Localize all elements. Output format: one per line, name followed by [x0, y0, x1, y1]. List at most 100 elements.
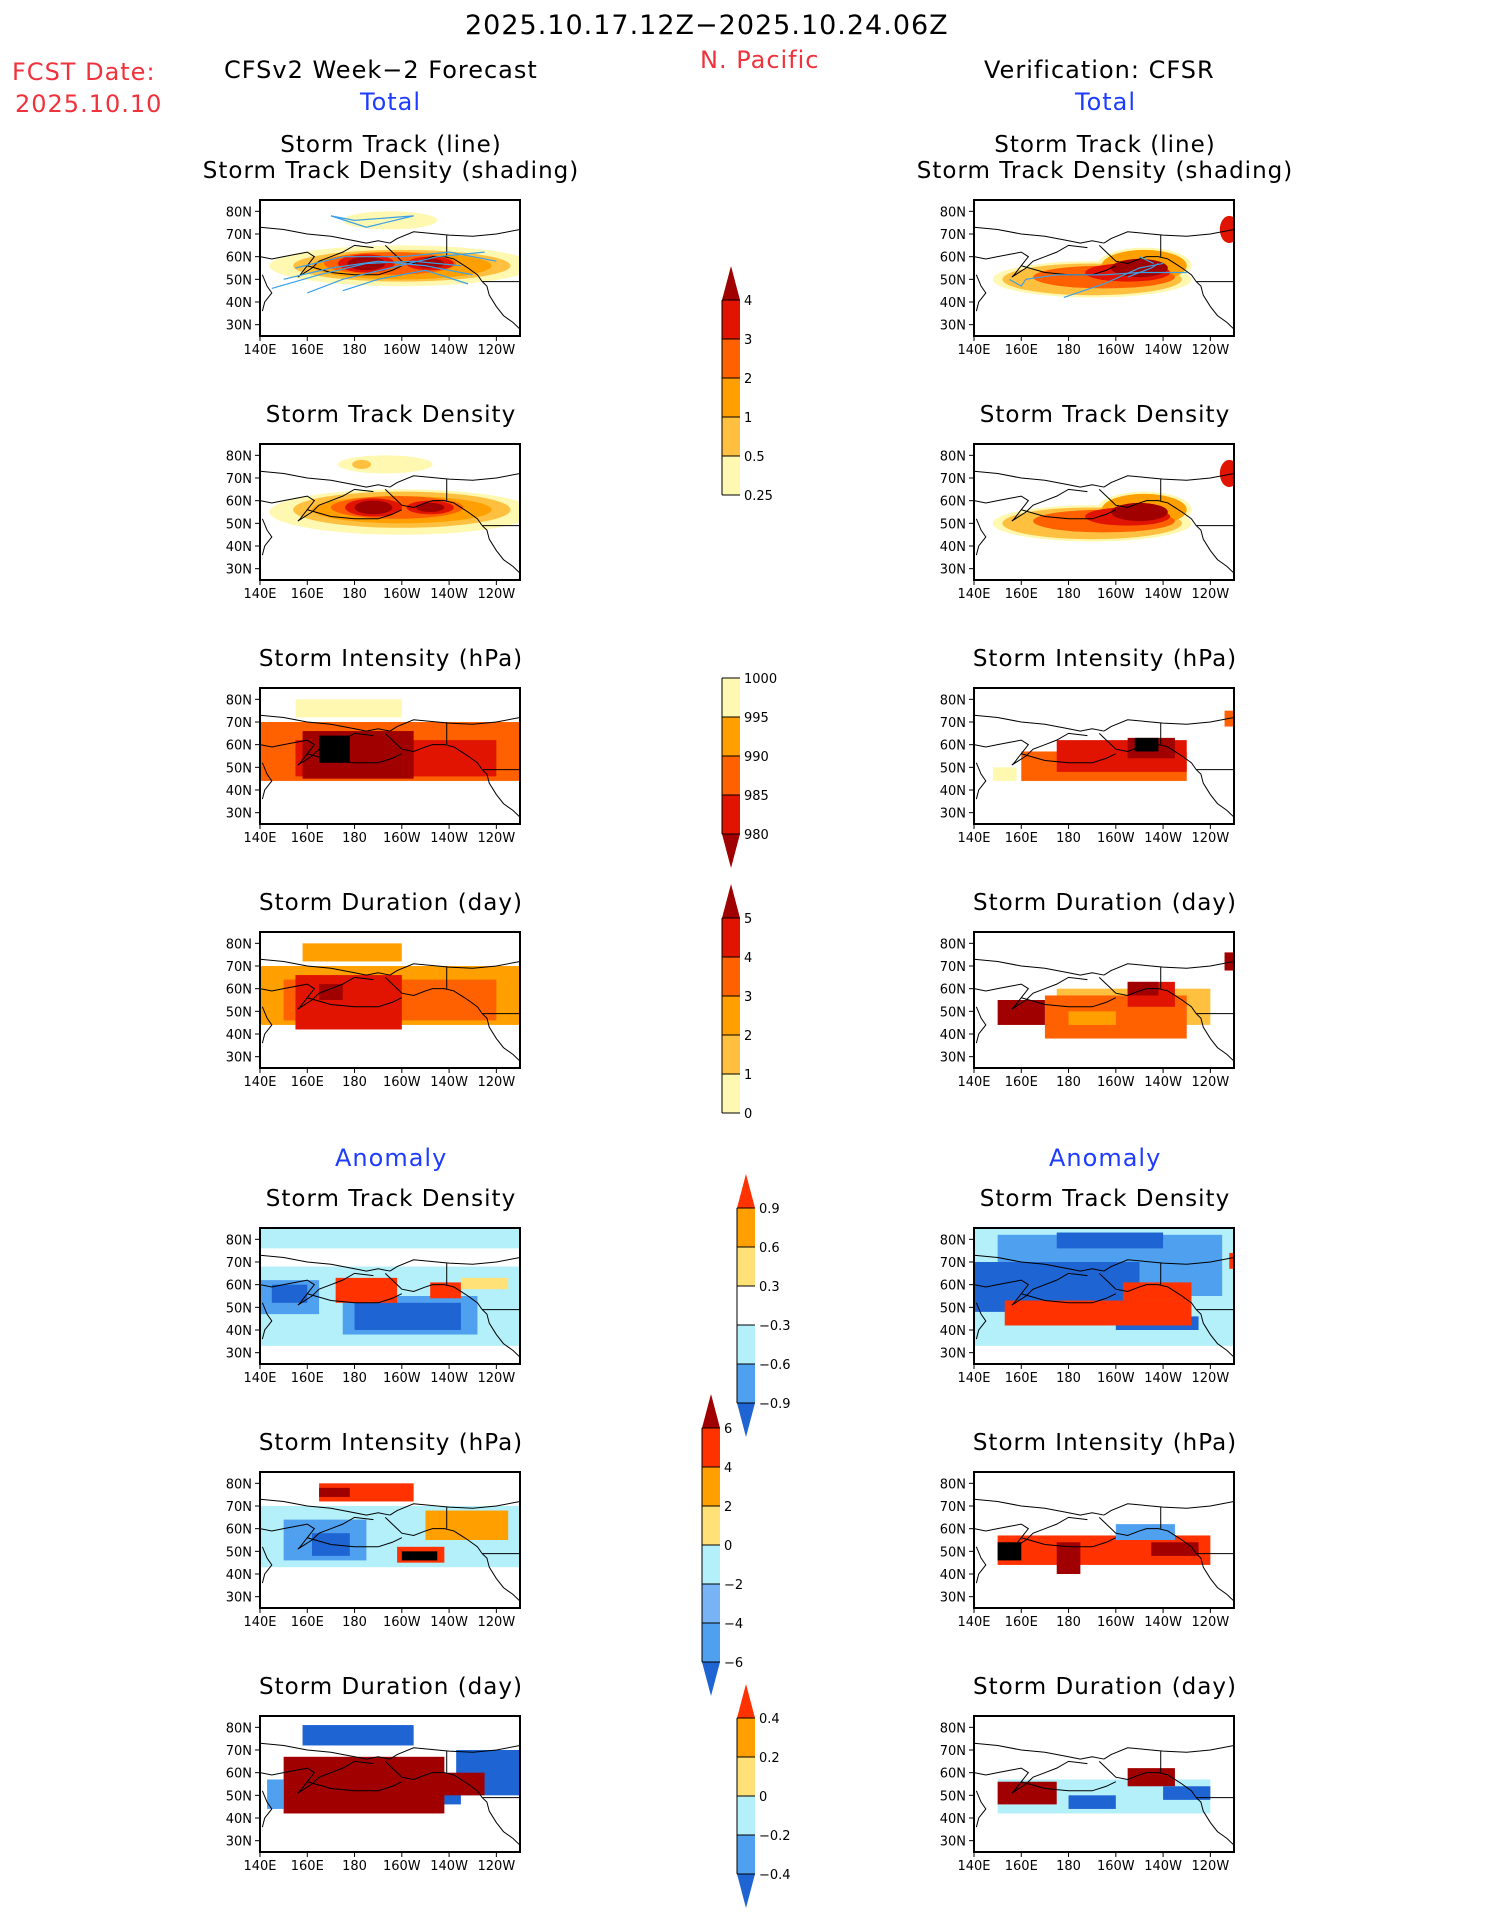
- map-fcst-intensity: 80N 70N 60N 50N 40N 30N 140E 160E 180 160W 140W 120…: [215, 683, 525, 861]
- lon-tick-label: 160W: [1097, 1075, 1135, 1090]
- lat-tick-label: 40N: [940, 1324, 966, 1339]
- coastline: [389, 228, 520, 244]
- lon-tick-label: 180: [342, 587, 367, 602]
- lon-tick-label: 120W: [1192, 1615, 1230, 1630]
- coastline: [384, 732, 520, 818]
- coastline: [975, 1302, 987, 1340]
- colorbar-swatch: [722, 678, 740, 717]
- lon-tick-label: 120W: [1192, 831, 1230, 846]
- shaded-cell: [354, 1302, 461, 1330]
- shaded-cell: [319, 984, 343, 1000]
- coastline: [384, 976, 520, 1062]
- lon-tick-label: 160E: [291, 1075, 324, 1090]
- lon-tick-label: 160W: [383, 1859, 421, 1874]
- lon-tick-label: 160E: [291, 1615, 324, 1630]
- shaded-cell: [271, 1284, 308, 1303]
- lat-tick-label: 40N: [226, 1568, 252, 1583]
- shaded-cell: [401, 1551, 438, 1561]
- colorbar-tick-label: −0.9: [759, 1397, 791, 1412]
- coastline: [261, 1302, 273, 1340]
- colorbar-max-arrow: [722, 266, 740, 300]
- lon-tick-label: 140W: [430, 1615, 468, 1630]
- colorbar-swatch: [737, 1364, 755, 1403]
- lat-tick-label: 80N: [940, 449, 966, 464]
- colorbar-tick-label: −0.2: [759, 1829, 791, 1844]
- storm-track-line: [1063, 262, 1164, 299]
- shaded-cell: [1163, 1786, 1211, 1800]
- fcst-date-label: FCST Date:: [12, 58, 156, 86]
- lat-tick-label: 40N: [226, 1028, 252, 1043]
- panel-title: Storm Intensity (hPa): [972, 646, 1238, 672]
- colorbar-tick-label: 4: [744, 951, 752, 966]
- lat-tick-label: 70N: [940, 1744, 966, 1759]
- colorbar-tick-label: 1: [744, 1068, 752, 1083]
- lon-tick-label: 180: [1056, 1859, 1081, 1874]
- lat-tick-label: 30N: [940, 807, 966, 822]
- lon-tick-label: 140W: [1144, 1615, 1182, 1630]
- colorbar-tick-label: 995: [744, 711, 769, 726]
- lat-tick-label: 80N: [226, 1233, 252, 1248]
- lon-tick-label: 160E: [1005, 831, 1038, 846]
- coastline: [974, 1254, 1105, 1272]
- shaded-cell: [335, 1277, 398, 1303]
- coastline: [261, 518, 273, 556]
- lat-tick-label: 70N: [226, 960, 252, 975]
- colorbar-tick-label: 1000: [744, 672, 777, 687]
- lat-tick-label: 30N: [226, 1051, 252, 1066]
- map-frame: [973, 199, 1235, 337]
- colorbar-tick-label: 1: [744, 411, 752, 426]
- colorbar-max-arrow: [737, 1174, 755, 1208]
- density-contour: [416, 502, 445, 512]
- lon-tick-label: 160E: [291, 1859, 324, 1874]
- coastline: [975, 762, 987, 800]
- lon-tick-label: 160W: [383, 1371, 421, 1386]
- coastline: [389, 472, 520, 488]
- shaded-cell: [1229, 1252, 1234, 1269]
- coastline: [975, 1006, 987, 1044]
- colorbar-tick-label: 0.9: [759, 1202, 780, 1217]
- panel-title: Storm Track Density: [979, 1186, 1231, 1212]
- lat-tick-label: 60N: [226, 495, 252, 510]
- lon-tick-label: 180: [1056, 587, 1081, 602]
- coastline: [307, 753, 403, 764]
- map-frame: [259, 1715, 521, 1853]
- lon-tick-label: 140E: [243, 831, 276, 846]
- coastline: [260, 1516, 374, 1550]
- map-cfsr-intensity: 80N 70N 60N 50N 40N 30N 140E 160E 180 160W 140W 120…: [929, 683, 1239, 861]
- colorbar-swatch: [722, 456, 740, 495]
- lon-tick-label: 160W: [383, 1615, 421, 1630]
- panel-title: Storm Track Density: [265, 1186, 517, 1212]
- coastline: [974, 958, 1105, 976]
- lat-tick-label: 30N: [940, 1347, 966, 1362]
- lat-tick-label: 80N: [226, 693, 252, 708]
- colorbar-tick-label: 0.25: [744, 489, 773, 504]
- colorbar-tick-label: 0.2: [759, 1751, 780, 1766]
- colorbar-swatch: [722, 1035, 740, 1074]
- colorbar-tick-label: 0: [724, 1539, 732, 1554]
- lon-tick-label: 180: [342, 1859, 367, 1874]
- map-frame: [259, 1227, 521, 1365]
- lat-tick-label: 50N: [226, 1005, 252, 1020]
- coastline: [389, 1256, 520, 1272]
- lat-tick-label: 60N: [226, 1523, 252, 1538]
- colorbar-swatch: [737, 1718, 755, 1757]
- colorbar-tick-label: −4: [724, 1617, 743, 1632]
- coastline: [974, 1516, 1088, 1550]
- lat-tick-label: 60N: [940, 739, 966, 754]
- lon-tick-label: 180: [342, 343, 367, 358]
- lon-tick-label: 120W: [1192, 1859, 1230, 1874]
- map-frame: [973, 443, 1235, 581]
- coastline: [975, 1546, 987, 1584]
- lon-tick-label: 140W: [1144, 1371, 1182, 1386]
- map-cfsr-density: 80N 70N 60N 50N 40N 30N 140E 160E 180 160W 140W 120…: [929, 439, 1239, 617]
- coastline: [974, 470, 1105, 488]
- coastline: [260, 488, 374, 522]
- map-fcst-density: 80N 70N 60N 50N 40N 30N 140E 160E 180 160W 140W 120…: [215, 439, 525, 617]
- lat-tick-label: 40N: [940, 296, 966, 311]
- colorbar-tick-label: 6: [724, 1422, 732, 1437]
- map-fcst-track: 80N 70N 60N 50N 40N 30N 140E 160E 180 160W 140W 120…: [215, 195, 525, 373]
- coastline: [974, 1498, 1105, 1516]
- shaded-cell: [460, 1277, 509, 1290]
- shaded-cell: [425, 1510, 509, 1540]
- panel-title: Storm Duration (day): [259, 890, 523, 916]
